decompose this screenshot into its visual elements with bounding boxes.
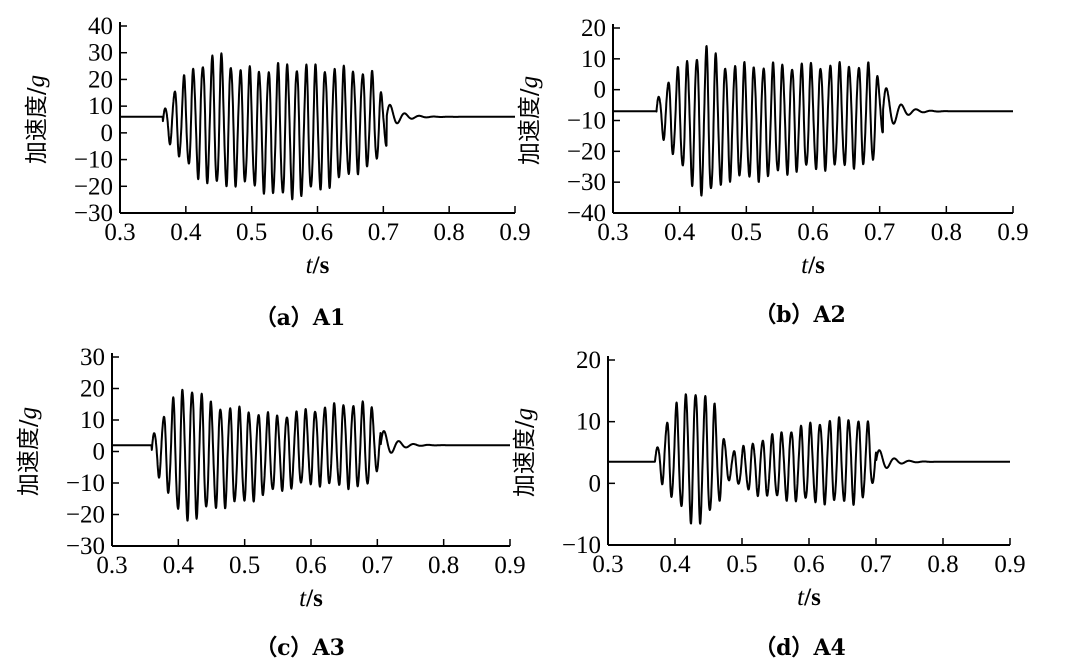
y-tick-label: −30: [66, 533, 105, 560]
y-tick-label: 20: [88, 66, 113, 93]
y-tick-label: 0: [93, 439, 106, 466]
y-axis-label-text: 加速度/: [517, 88, 543, 165]
series-line-acceleration: [111, 388, 511, 522]
chart-panel-4: 0.3 0.4 0.5 0.6 0.7 0.8 0.9 −10 0 10 20 加速度/g t/s （d）…: [511, 347, 1026, 661]
y-tick-label: 40: [88, 13, 113, 40]
x-tick-label: 0.6: [793, 551, 824, 578]
y-tick-label: 10: [88, 93, 113, 120]
x-tick-label: 0.7: [362, 552, 393, 579]
y-tick-label: 10: [581, 46, 606, 73]
series-line-acceleration: [612, 45, 1014, 197]
x-tick-label: 0.4: [664, 219, 696, 246]
y-axis-label-unit: g: [23, 75, 50, 88]
y-axis-label-unit: g: [511, 408, 538, 421]
x-tick-label: 0.5: [731, 219, 762, 246]
x-tick-label: 0.3: [592, 551, 623, 578]
y-tick-label: 30: [88, 40, 113, 67]
x-tick-label: 0.5: [236, 219, 267, 246]
y-axis-label: 加速度/g: [516, 76, 543, 165]
y-axis-label: 加速度/g: [511, 408, 538, 497]
y-axis-label-text: 加速度/: [512, 420, 538, 497]
panel-caption: （d）A4: [754, 635, 846, 661]
x-tick-label: 0.5: [726, 551, 757, 578]
x-tick-label: 0.6: [302, 219, 333, 246]
x-axis-label: t/s: [801, 252, 825, 279]
x-tick-label: 0.3: [96, 552, 127, 579]
x-axis-label-unit: /s: [312, 252, 330, 279]
x-tick-label: 0.4: [659, 551, 691, 578]
y-tick-label: 0: [594, 77, 607, 104]
y-tick-label: −10: [66, 470, 105, 497]
y-tick-label: −10: [562, 532, 601, 559]
x-tick-label: 0.8: [428, 552, 459, 579]
x-tick-label: 0.9: [499, 219, 530, 246]
x-tick-label: 0.7: [860, 551, 891, 578]
x-tick-label: 0.8: [927, 551, 958, 578]
y-tick-label: −10: [74, 147, 113, 174]
y-tick-label: 10: [80, 407, 105, 434]
x-axis-label-unit: /s: [803, 584, 821, 611]
x-tick-label: 0.3: [104, 219, 135, 246]
y-tick-label: 30: [80, 344, 105, 371]
panel-caption: （b）A2: [754, 302, 846, 328]
x-axis-label-var: t: [299, 585, 307, 612]
x-tick-label: 0.8: [434, 219, 465, 246]
y-tick-label: 20: [80, 376, 105, 403]
x-tick-label: 0.6: [797, 219, 828, 246]
chart-panel-2: 0.3 0.4 0.5 0.6 0.7 0.8 0.9 −40 −30 −20 −10 0 10 20 加速…: [516, 15, 1029, 328]
y-axis-label: 加速度/g: [23, 75, 50, 164]
chart-panel-3: 0.3 0.4 0.5 0.6 0.7 0.8 0.9 −30 −20 −10 0 10 20 30 加速度…: [15, 344, 526, 661]
x-tick-label: 0.3: [597, 219, 628, 246]
x-axis-label-unit: /s: [807, 252, 825, 279]
x-tick-label: 0.9: [494, 552, 525, 579]
y-tick-label: 0: [589, 470, 602, 497]
x-tick-label: 0.6: [295, 552, 326, 579]
y-tick-label: −10: [567, 108, 606, 135]
x-axis-label: t/s: [299, 585, 323, 612]
x-axis-label-var: t: [306, 252, 314, 279]
x-axis-label: t/s: [797, 584, 821, 611]
y-tick-label: −40: [567, 200, 606, 227]
panel-caption: （a）A1: [255, 305, 346, 331]
panel-caption: （c）A3: [255, 635, 345, 661]
y-axis-label-text: 加速度/: [24, 87, 50, 164]
x-tick-label: 0.7: [864, 219, 895, 246]
y-axis-label: 加速度/g: [15, 407, 42, 496]
x-tick-label: 0.4: [170, 219, 202, 246]
x-tick-label: 0.5: [229, 552, 260, 579]
series-line-acceleration: [607, 393, 1011, 525]
x-tick-label: 0.7: [368, 219, 399, 246]
x-tick-label: 0.9: [994, 551, 1025, 578]
y-tick-label: 20: [581, 15, 606, 42]
y-axis-label-unit: g: [15, 407, 42, 420]
x-axis-label-unit: /s: [305, 585, 323, 612]
x-tick-label: 0.9: [997, 219, 1028, 246]
y-tick-label: −20: [66, 502, 105, 529]
x-tick-label: 0.4: [163, 552, 195, 579]
y-tick-label: −20: [74, 173, 113, 200]
x-axis-label-var: t: [801, 252, 809, 279]
y-tick-label: −20: [567, 138, 606, 165]
y-tick-label: 10: [576, 409, 601, 436]
x-axis-label: t/s: [306, 252, 330, 279]
y-tick-label: 0: [101, 120, 114, 147]
y-axis-label-text: 加速度/: [16, 419, 42, 496]
y-axis-label-unit: g: [516, 76, 543, 89]
series-line-acceleration: [119, 52, 516, 201]
y-tick-label: 20: [576, 347, 601, 374]
x-axis-label-var: t: [797, 584, 805, 611]
x-tick-label: 0.8: [931, 219, 962, 246]
y-tick-label: −30: [567, 169, 606, 196]
y-tick-label: −30: [74, 200, 113, 227]
